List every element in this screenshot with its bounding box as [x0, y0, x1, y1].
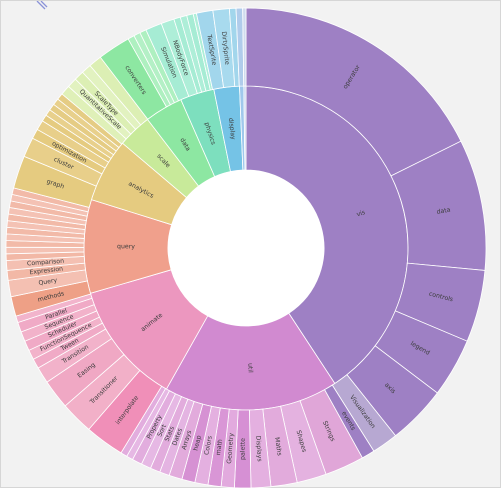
outer-label-dirtysprite: DirtySprite [220, 31, 230, 65]
inner-label-display: display [227, 118, 237, 141]
outer-label-expression: Expression [29, 266, 63, 277]
resize-corner-icon [36, 1, 48, 10]
outer-label-maths: Maths [273, 437, 283, 457]
outer-label-data: data [436, 207, 451, 216]
outer-segment-unlabeled-76[interactable] [242, 7, 247, 87]
outer-label-sort: Sort [156, 423, 168, 438]
inner-label-util: util [246, 363, 253, 373]
outer-label-displays: Displays [254, 435, 263, 461]
inner-ring [83, 85, 409, 411]
inner-label-query: query [117, 243, 135, 250]
outer-label-math: math [215, 439, 224, 456]
outer-label-query: Query [38, 277, 58, 287]
outer-label-geometry: Geometry [226, 432, 235, 464]
outer-label-palette: palette [240, 438, 247, 460]
outer-label-comparison: Comparison [27, 258, 65, 268]
outer-label-heap: heap [192, 435, 203, 452]
inner-label-vis: vis [356, 209, 366, 218]
center-hole [168, 170, 324, 326]
outer-ring [5, 7, 487, 489]
outer-label-colors: Colors [203, 435, 213, 455]
